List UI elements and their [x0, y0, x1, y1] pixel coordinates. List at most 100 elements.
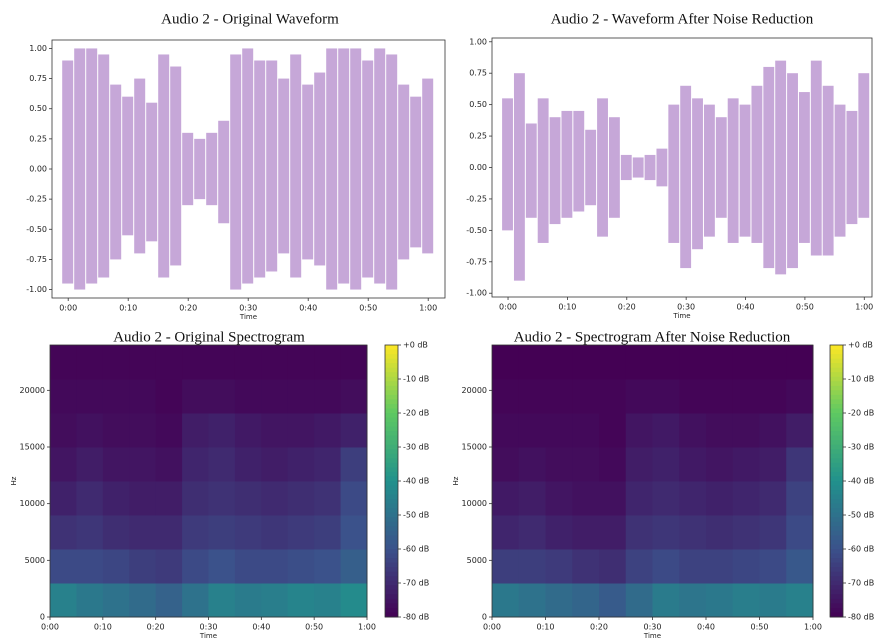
heatmap-cell [625, 549, 653, 584]
heatmap-cell [155, 345, 183, 380]
colorbar-segment [385, 367, 398, 373]
colorbar-segment [385, 558, 398, 564]
heatmap-cell [786, 481, 814, 516]
colorbar-tick-label: -70 dB [848, 579, 874, 588]
y-tick-label: 0.75 [469, 69, 487, 78]
waveform-column [218, 120, 230, 224]
waveform-column [703, 104, 715, 237]
waveform-column [739, 104, 751, 237]
waveform-column [422, 78, 434, 254]
waveform-column [763, 66, 775, 269]
colorbar-segment [385, 521, 398, 527]
heatmap-cell [340, 447, 368, 482]
heatmap-cell [492, 413, 520, 448]
heatmap-cell [492, 583, 520, 618]
colorbar-segment [830, 453, 843, 459]
colorbar-segment [385, 485, 398, 491]
heatmap-cell [599, 379, 627, 414]
x-tick-label: 0:40 [737, 303, 755, 312]
x-axis-label: Time [643, 632, 661, 639]
heatmap-cell [679, 515, 707, 550]
colorbar-segment [385, 358, 398, 364]
waveform-column [834, 104, 846, 237]
heatmap-cell [314, 413, 342, 448]
heatmap-cell [76, 345, 104, 380]
heatmap-cell [155, 515, 183, 550]
heatmap-cell [182, 549, 209, 584]
x-tick-label: 1:00 [358, 623, 376, 632]
heatmap-cell [314, 447, 342, 482]
waveform-column [170, 66, 182, 266]
heatmap-cell [572, 549, 600, 584]
heatmap-cell [679, 481, 707, 516]
colorbar-segment [830, 458, 843, 464]
colorbar-segment [830, 558, 843, 564]
heatmap-cell [732, 345, 760, 380]
colorbar-segment [830, 481, 843, 487]
x-tick-label: 1:00 [855, 303, 873, 312]
waveform-column [194, 138, 206, 200]
colorbar-tick-label: +0 dB [403, 341, 428, 350]
x-tick-label: 0:50 [796, 303, 814, 312]
waveform-column [822, 85, 834, 256]
waveform-column [242, 48, 254, 284]
colorbar-segment [830, 431, 843, 437]
heatmap-cell [287, 379, 315, 414]
waveform-column [680, 85, 692, 269]
heatmap-cell [314, 549, 342, 584]
heatmap-cell [50, 379, 77, 414]
x-tick-label: 0:30 [239, 304, 257, 313]
colorbar-tick-label: -40 dB [403, 477, 429, 486]
colorbar-segment [830, 345, 843, 351]
heatmap-cell [50, 447, 77, 482]
x-tick-label: 0:50 [359, 304, 377, 313]
heatmap-cell [759, 583, 787, 618]
heatmap-cell [786, 413, 814, 448]
colorbar-segment [385, 517, 398, 523]
x-tick-label: 0:00 [499, 303, 517, 312]
colorbar-tick-label: -60 dB [848, 545, 874, 554]
heatmap-cell [102, 583, 130, 618]
y-tick-label: 10000 [462, 499, 487, 508]
heatmap-cell [652, 379, 680, 414]
colorbar-segment [830, 594, 843, 600]
heatmap-cell [208, 379, 236, 414]
heatmap-cell [340, 549, 368, 584]
waveform-column [362, 60, 374, 278]
heatmap-cell [545, 379, 573, 414]
colorbar-segment [830, 476, 843, 482]
colorbar-segment [385, 562, 398, 568]
colorbar-tick-label: -60 dB [403, 545, 429, 554]
heatmap-cell [50, 583, 77, 618]
colorbar-tick-label: -20 dB [848, 409, 874, 418]
colorbar-segment [385, 363, 398, 369]
heatmap-cell [340, 345, 368, 380]
colorbar-tick-label: -80 dB [848, 613, 874, 622]
x-tick-label: 0:30 [677, 303, 695, 312]
heatmap-cell [492, 481, 520, 516]
heatmap-cell [261, 583, 289, 618]
colorbar-segment [385, 571, 398, 577]
heatmap-cell [208, 447, 236, 482]
x-tick-label: 0:30 [644, 623, 662, 632]
colorbar-segment [385, 426, 398, 432]
heatmap-cell [518, 345, 546, 380]
waveform-column [410, 96, 422, 248]
colorbar-segment [830, 553, 843, 559]
heatmap-cell [50, 345, 77, 380]
colorbar-segment [830, 512, 843, 518]
heatmap-cell [155, 481, 183, 516]
heatmap-cell [572, 413, 600, 448]
colorbar-segment [830, 435, 843, 441]
colorbar-segment [385, 444, 398, 450]
heatmap-cell [340, 379, 368, 414]
heatmap-cell [492, 345, 520, 380]
colorbar-segment [830, 526, 843, 532]
colorbar-segment [385, 422, 398, 428]
waveform-column [525, 123, 537, 218]
colorbar-segment [385, 508, 398, 514]
colorbar-segment [830, 612, 843, 618]
chart-title: Audio 2 - Original Spectrogram [113, 329, 305, 345]
heatmap-cell [182, 447, 209, 482]
heatmap-cell [759, 549, 787, 584]
